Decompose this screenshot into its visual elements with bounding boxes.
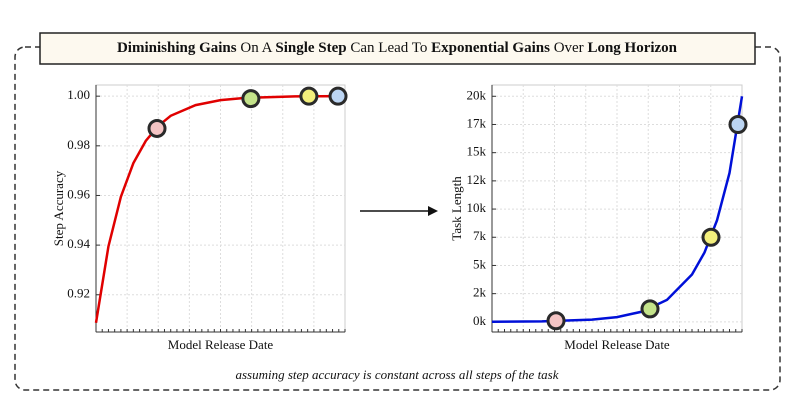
y-axis-label: Task Length <box>449 176 464 241</box>
y-tick-label: 15k <box>467 144 487 159</box>
arrow-head <box>428 206 438 216</box>
y-tick-label: 0.98 <box>67 137 90 152</box>
y-tick-label: 17k <box>467 115 487 130</box>
y-tick-label: 12k <box>467 172 487 187</box>
marker <box>241 89 261 109</box>
x-axis-label: Model Release Date <box>168 337 274 352</box>
y-tick-label: 0.96 <box>67 186 90 201</box>
title-part: Single Step <box>275 40 346 56</box>
y-axis-label: Step Accuracy <box>51 170 66 246</box>
y-tick-label: 0.92 <box>67 286 90 301</box>
y-tick-label: 20k <box>467 87 487 102</box>
y-tick-label: 1.00 <box>67 87 90 102</box>
marker <box>701 227 721 247</box>
y-tick-label: 0k <box>473 313 487 328</box>
y-tick-label: 2k <box>473 285 487 300</box>
title-part: Over <box>550 40 588 56</box>
caption: assuming step accuracy is constant acros… <box>235 367 558 382</box>
title: Diminishing Gains On A Single Step Can L… <box>117 40 678 56</box>
title-part: Long Horizon <box>587 40 677 56</box>
marker <box>299 86 319 106</box>
marker <box>546 311 566 331</box>
marker <box>147 118 167 138</box>
y-tick-label: 5k <box>473 256 487 271</box>
title-part: On A <box>237 40 276 56</box>
marker <box>728 114 748 134</box>
x-axis-label: Model Release Date <box>564 337 670 352</box>
marker <box>640 299 660 319</box>
y-tick-label: 10k <box>467 200 487 215</box>
y-tick-label: 7k <box>473 228 487 243</box>
curve <box>491 96 744 323</box>
title-part: Can Lead To <box>347 40 432 56</box>
y-tick-label: 0.94 <box>67 236 90 251</box>
title-part: Diminishing Gains <box>117 40 237 56</box>
title-box <box>39 32 756 65</box>
title-part: Exponential Gains <box>431 40 550 56</box>
marker <box>328 86 348 106</box>
